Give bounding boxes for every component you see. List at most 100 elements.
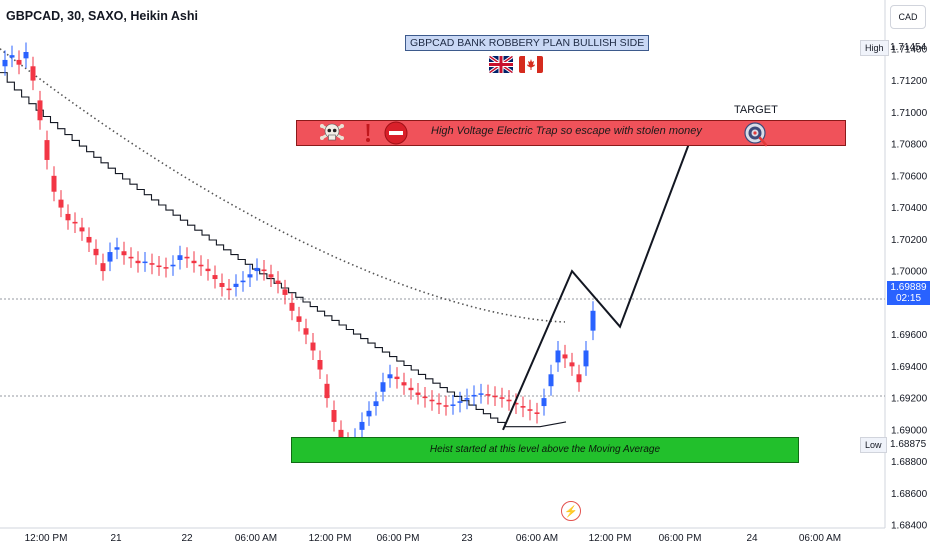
heist-zone-text: Heist started at this level above the Mo… [429, 444, 661, 455]
time-tick-label: 22 [181, 533, 193, 544]
candle-body [513, 402, 519, 405]
target-label: TARGET [734, 104, 778, 116]
candle-body [527, 409, 533, 411]
target-icon [744, 122, 767, 147]
price-tick-label: 1.70000 [891, 267, 928, 278]
price-tick-label: 1.68600 [891, 489, 928, 500]
moving-average-solid-line [0, 72, 567, 428]
symbol-title[interactable]: GBPCAD, 30, SAXO, Heikin Ashi [6, 9, 198, 23]
candle-body [275, 280, 281, 284]
candle-body [590, 310, 596, 331]
candle-body [149, 263, 155, 265]
candle-body [198, 264, 204, 267]
candle-body [100, 263, 106, 272]
candle-body [310, 342, 316, 351]
currency-button[interactable]: CAD [890, 5, 926, 29]
candle-body [128, 256, 134, 259]
price-tick-label: 1.69600 [891, 330, 928, 341]
uk-flag-icon [489, 56, 513, 73]
candle-body [422, 396, 428, 399]
candle-body [2, 59, 8, 67]
candle-body [142, 261, 148, 264]
candle-body [289, 302, 295, 311]
candle-body [338, 429, 344, 438]
candle-body [205, 268, 211, 272]
flags-row [489, 56, 543, 73]
projection-path-line [502, 132, 694, 431]
no-entry-icon [384, 121, 408, 145]
candle-body [324, 383, 330, 399]
candle-body [373, 401, 379, 407]
candle-body [30, 66, 36, 81]
candle-body [86, 236, 92, 243]
candle-body [212, 275, 218, 280]
time-tick-label: 06:00 AM [799, 533, 841, 544]
price-tick-label: 1.69200 [891, 394, 928, 405]
price-tick-label: 1.71200 [891, 76, 928, 87]
candle-body [121, 251, 127, 256]
candle-body [436, 402, 442, 405]
candles-layer [2, 42, 596, 456]
candle-body [268, 274, 274, 278]
candle-body [303, 328, 309, 335]
candle-body [9, 55, 15, 58]
time-axis[interactable]: 12:00 PM 21 22 06:00 AM 12:00 PM 06:00 PM 23 06… [25, 533, 842, 544]
heist-zone-box[interactable]: Heist started at this level above the Mo… [291, 437, 799, 463]
candle-body [51, 175, 57, 192]
candle-body [478, 393, 484, 395]
lightning-icon[interactable]: ⚡ [561, 501, 581, 521]
price-tick-label: 1.70400 [891, 203, 928, 214]
exclamation-icon [366, 124, 370, 142]
time-tick-label: 12:00 PM [309, 533, 352, 544]
candle-body [555, 350, 561, 363]
trap-zone-text: High Voltage Electric Trap so escape wit… [431, 125, 702, 137]
candle-body [331, 410, 337, 422]
candle-body [233, 283, 239, 287]
plan-title-label[interactable]: GBPCAD BANK ROBBERY PLAN BULLISH SIDE [405, 35, 650, 51]
candle-body [16, 59, 22, 65]
candle-body [254, 267, 260, 272]
candle-body [359, 421, 365, 430]
candle-body [93, 248, 99, 256]
candle-body [394, 376, 400, 380]
canada-flag-icon [519, 56, 543, 73]
price-tick-label: 1.70200 [891, 235, 928, 246]
candle-body [415, 392, 421, 395]
candle-body [464, 398, 470, 400]
high-tag: High [860, 40, 889, 56]
candle-body [156, 265, 162, 268]
candle-body [58, 199, 64, 208]
candle-body [366, 410, 372, 417]
candle-body [541, 398, 547, 407]
trap-zone-box[interactable]: High Voltage Electric Trap so escape wit… [296, 120, 846, 147]
candle-body [219, 283, 225, 287]
candle-body [583, 350, 589, 367]
price-axis[interactable]: 1.71400 1.71200 1.71000 1.70800 1.70600 1.704… [891, 44, 928, 531]
candle-body [380, 382, 386, 392]
time-tick-label: 21 [110, 533, 122, 544]
price-tick-label: 1.68400 [891, 521, 928, 532]
candle-body [170, 264, 176, 267]
high-value: 1.71454 [890, 42, 927, 53]
low-tag: Low [860, 437, 887, 453]
current-price-badge: 1.69889 02:15 [887, 281, 930, 305]
projection-path-layer [502, 131, 695, 431]
bar-countdown: 02:15 [895, 293, 922, 304]
time-tick-label: 06:00 PM [659, 533, 702, 544]
moving-average-solid-layer [0, 72, 567, 428]
candle-body [576, 374, 582, 383]
price-tick-label: 1.69000 [891, 425, 928, 436]
candle-body [485, 394, 491, 396]
candle-body [471, 394, 477, 397]
candle-body [408, 387, 414, 391]
candle-body [443, 405, 449, 407]
candle-body [226, 288, 232, 291]
candle-body [548, 374, 554, 387]
candle-body [569, 362, 575, 367]
candle-body [401, 382, 407, 386]
price-tick-label: 1.70600 [891, 171, 928, 182]
time-tick-label: 24 [746, 533, 758, 544]
skull-crossbones-icon [320, 123, 344, 141]
time-tick-label: 12:00 PM [589, 533, 632, 544]
